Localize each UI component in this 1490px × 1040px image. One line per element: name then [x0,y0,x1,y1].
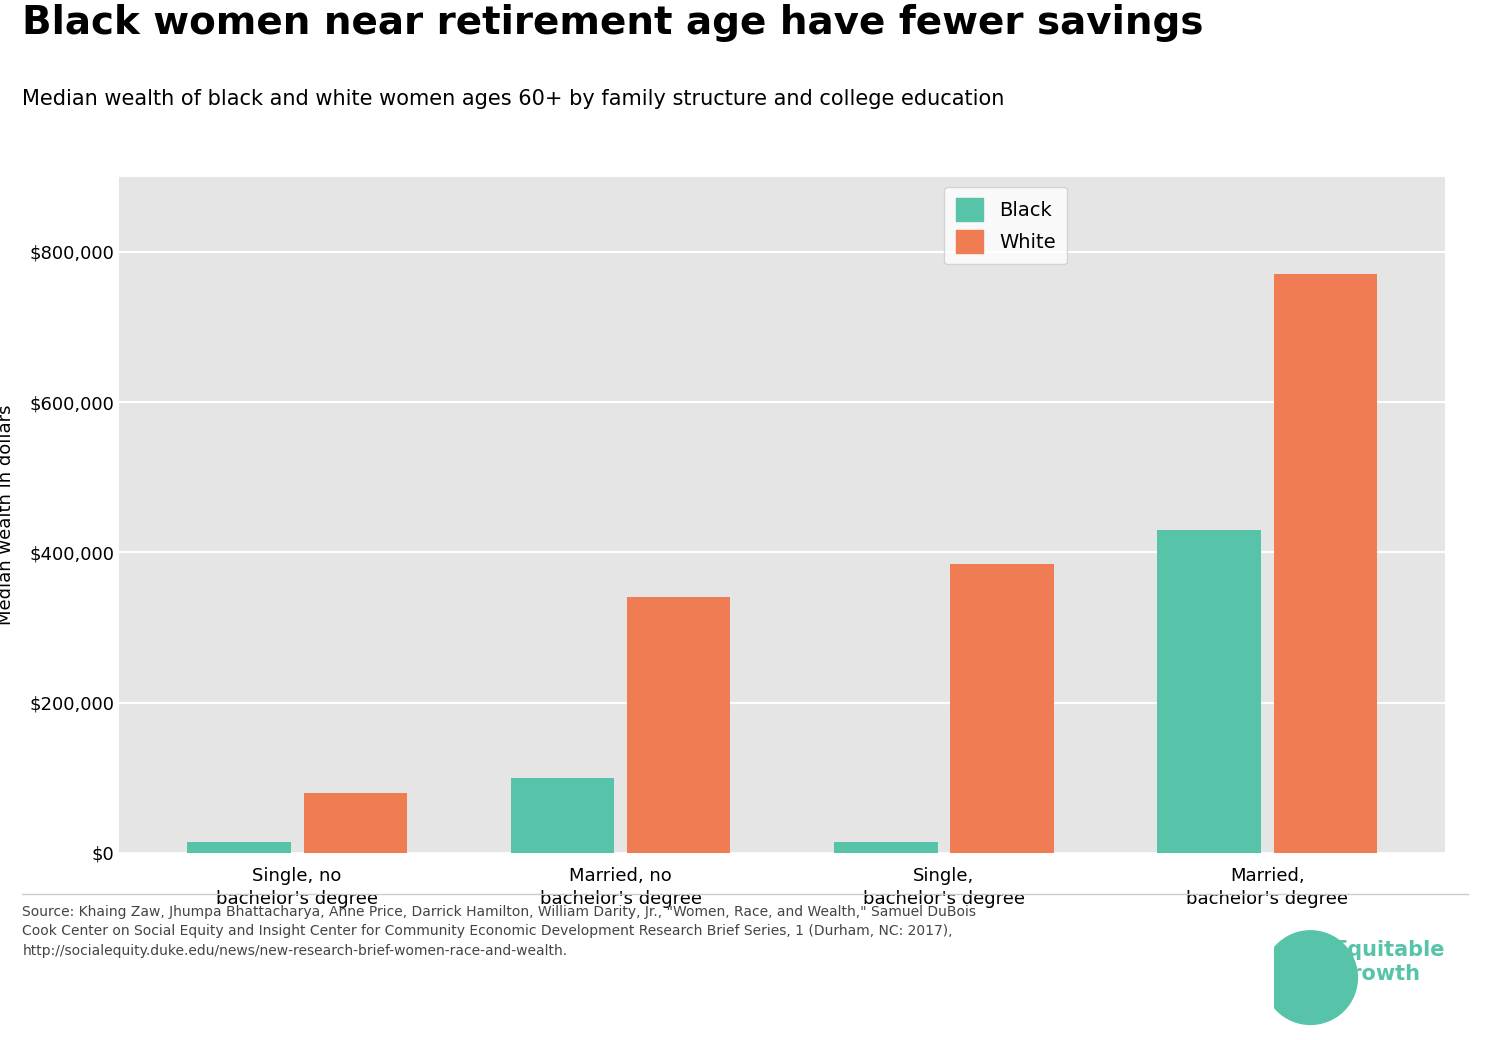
Y-axis label: Median wealth in dollars: Median wealth in dollars [0,405,15,625]
Bar [188,841,291,853]
Text: Median wealth of black and white women ages 60+ by family structure and college : Median wealth of black and white women a… [22,89,1004,109]
Text: Equitable
Growth: Equitable Growth [1334,939,1445,985]
Bar [511,778,614,853]
Legend: Black, White: Black, White [945,186,1067,264]
Circle shape [1264,931,1357,1024]
Bar [1274,275,1377,853]
Text: Source: Khaing Zaw, Jhumpa Bhattacharya, Anne Price, Darrick Hamilton, William D: Source: Khaing Zaw, Jhumpa Bhattacharya,… [22,905,976,958]
Bar [834,841,937,853]
Bar [951,564,1053,853]
Text: Black women near retirement age have fewer savings: Black women near retirement age have few… [22,3,1204,42]
Bar [304,792,407,853]
Bar [627,597,730,853]
Bar [1158,529,1261,853]
